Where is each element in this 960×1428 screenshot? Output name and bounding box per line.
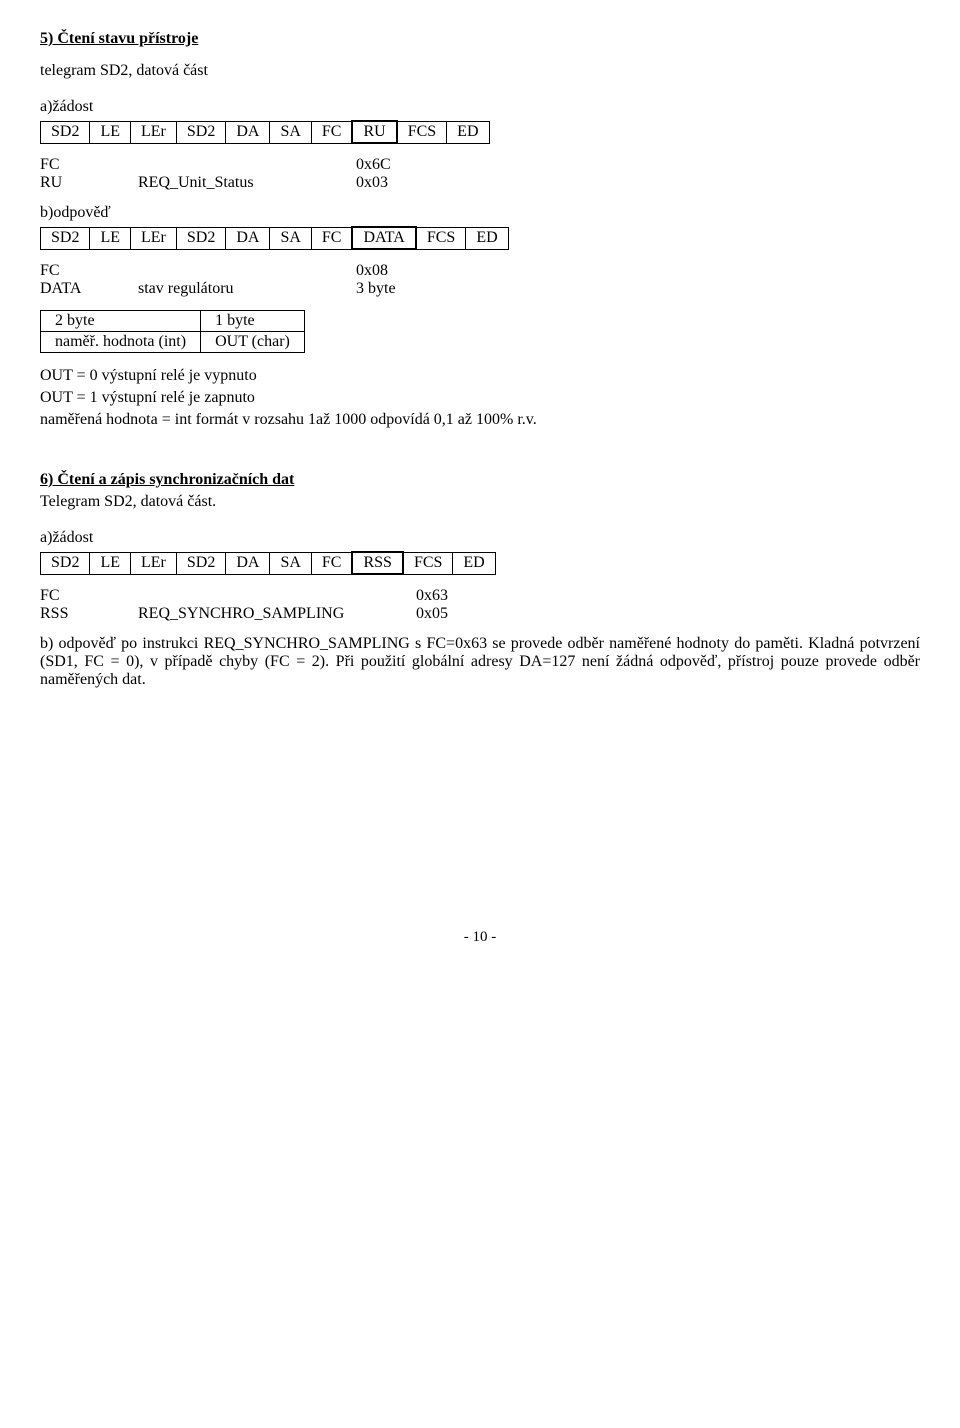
hdr-cell: DA [226,552,270,574]
hdr-cell: SA [270,227,311,249]
hdr-cell: SD2 [176,552,225,574]
kv-cell: 0x08 [356,262,414,280]
sec5-kv2: FC 0x08 DATA stav regulátoru 3 byte [40,262,414,298]
struct-cell: 1 byte [201,311,305,332]
hdr-cell: LEr [131,227,177,249]
sec6-req-table: SD2 LE LEr SD2 DA SA FC RSS FCS ED [40,551,496,575]
sec6-a-label: a)žádost [40,529,920,547]
hdr-cell: DA [226,227,270,249]
hdr-cell: SA [270,552,311,574]
kv-cell: FC [40,156,138,174]
hdr-cell: LE [90,227,131,249]
sec5-kv1: FC 0x6C RU REQ_Unit_Status 0x03 [40,156,409,192]
kv-cell: 3 byte [356,280,414,298]
hdr-cell-emph: DATA [352,227,415,249]
sec5-struct-table: 2 byte 1 byte naměř. hodnota (int) OUT (… [40,310,305,353]
hdr-cell-emph: RSS [352,552,402,574]
struct-cell: OUT (char) [201,332,305,353]
hdr-cell: SD2 [41,227,90,249]
kv-cell: stav regulátoru [138,280,356,298]
hdr-cell: FCS [416,227,466,249]
struct-cell: naměř. hodnota (int) [41,332,201,353]
hdr-cell: ED [466,227,508,249]
sec5-note: OUT = 0 výstupní relé je vypnuto [40,367,920,385]
hdr-cell: SD2 [176,227,225,249]
sec5-note: OUT = 1 výstupní relé je zapnuto [40,389,920,407]
sec5-note: naměřená hodnota = int formát v rozsahu … [40,411,920,429]
hdr-cell: LE [90,121,131,143]
kv-cell: 0x03 [356,174,409,192]
sec5-req-table: SD2 LE LEr SD2 DA SA FC RU FCS ED [40,120,490,144]
hdr-cell: ED [447,121,489,143]
sec5-a-label: a)žádost [40,98,920,116]
kv-cell: FC [40,587,138,605]
kv-cell: DATA [40,280,138,298]
sec6-kv: FC 0x63 RSS REQ_SYNCHRO_SAMPLING 0x05 [40,587,466,623]
kv-cell: RU [40,174,138,192]
kv-cell: REQ_SYNCHRO_SAMPLING [138,605,416,623]
kv-cell [138,587,416,605]
hdr-cell: SD2 [176,121,225,143]
kv-cell: FC [40,262,138,280]
sec5-telegram-line: telegram SD2, datová část [40,62,920,80]
kv-cell: 0x63 [416,587,466,605]
kv-cell: 0x6C [356,156,409,174]
hdr-cell: SD2 [41,121,90,143]
kv-cell [138,156,356,174]
kv-cell: REQ_Unit_Status [138,174,356,192]
hdr-cell-emph: RU [352,121,396,143]
hdr-cell: LEr [131,121,177,143]
kv-cell: RSS [40,605,138,623]
kv-cell [138,262,356,280]
sec5-b-label: b)odpověď [40,204,920,222]
hdr-cell: DA [226,121,270,143]
sec6-para: b) odpověď po instrukci REQ_SYNCHRO_SAMP… [40,635,920,689]
kv-cell: 0x05 [416,605,466,623]
sec6-sub: Telegram SD2, datová část. [40,493,920,511]
hdr-cell: LE [90,552,131,574]
hdr-cell: FC [311,227,352,249]
struct-cell: 2 byte [41,311,201,332]
hdr-cell: LEr [131,552,177,574]
hdr-cell: SA [270,121,311,143]
page-number: - 10 - [40,929,920,946]
sec5-title: 5) Čtení stavu přístroje [40,30,920,48]
hdr-cell: FCS [397,121,447,143]
hdr-cell: FC [311,121,352,143]
hdr-cell: ED [453,552,495,574]
hdr-cell: FCS [403,552,453,574]
hdr-cell: FC [311,552,352,574]
hdr-cell: SD2 [41,552,90,574]
sec5-resp-table: SD2 LE LEr SD2 DA SA FC DATA FCS ED [40,226,509,250]
sec6-title: 6) Čtení a zápis synchronizačních dat [40,471,920,489]
